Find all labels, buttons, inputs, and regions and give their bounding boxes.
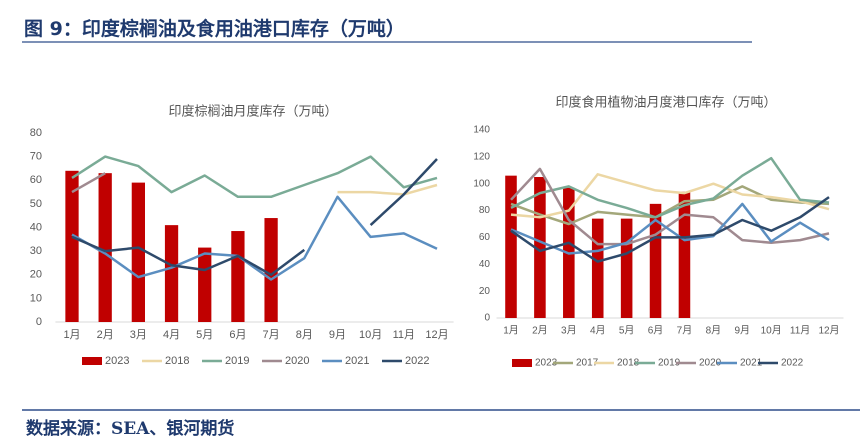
x-tick-label: 5月 [619,325,635,337]
legend-label: 2023 [535,358,558,369]
legend-label: 2018 [165,355,189,367]
x-tick-label: 6月 [229,329,246,341]
x-tick-label: 1月 [63,329,80,341]
x-tick-label: 5月 [196,329,213,341]
bar [505,175,517,318]
bar [131,182,145,322]
x-tick-label: 9月 [734,325,750,337]
source: 数据来源：SEA、银河期货 [26,419,235,439]
y-tick-label: 0 [484,313,490,324]
bar [678,191,691,318]
x-tick-label: 8月 [296,329,313,341]
y-tick-label: 60 [30,174,42,186]
line [510,156,830,219]
legend-label: 2017 [576,358,599,369]
legend-label: 2022 [781,358,804,369]
line [510,167,830,246]
chart-title: 印度食用植物油月度港口库存（万吨） [555,94,776,109]
y-tick-label: 0 [36,316,42,328]
line [510,202,830,255]
line [71,195,438,281]
header-title: 图 9：印度棕榈油及食用油港口库存（万吨） [24,18,405,40]
x-tick-label: 9月 [329,329,346,341]
y-tick-label: 70 [30,151,42,163]
bar [98,173,112,322]
legend-label: 2020 [285,355,309,367]
x-tick-label: 1月 [503,325,519,337]
line [71,172,106,194]
bar [231,231,245,322]
x-tick-label: 4月 [163,329,180,341]
x-tick-label: 3月 [130,329,147,341]
y-tick-label: 140 [473,125,490,136]
y-tick-label: 50 [30,198,42,210]
legend-label: 2019 [225,355,249,367]
x-tick-label: 4月 [590,325,606,337]
x-tick-label: 7月 [263,329,280,341]
y-tick-label: 80 [30,127,42,139]
x-tick-label: 10月 [761,325,782,337]
y-tick-label: 10 [30,292,42,304]
x-tick-label: 11月 [790,325,810,337]
y-tick-label: 40 [30,221,42,233]
chart-title: 印度棕榈油月度库存（万吨） [168,103,337,118]
legend-label: 2021 [345,355,369,367]
x-tick-label: 6月 [648,325,664,337]
y-tick-label: 40 [479,259,491,270]
y-tick-label: 100 [473,178,490,189]
x-tick-label: 11月 [393,329,415,341]
x-tick-label: 10月 [359,329,382,341]
bar [264,218,278,322]
bar [534,177,546,318]
x-tick-label: 7月 [677,325,693,337]
y-tick-label: 60 [479,232,491,243]
line [71,155,438,199]
bar [649,203,662,318]
bar [164,225,179,322]
line [510,196,830,263]
legend-label: 2021 [740,358,763,369]
x-tick-label: 2月 [532,325,548,337]
y-tick-label: 120 [473,151,490,162]
legend-label: 2020 [699,358,722,369]
bar [198,247,212,322]
x-tick-label: 3月 [561,325,577,337]
bar [620,218,633,318]
legend-label: 2023 [105,355,129,367]
y-tick-label: 20 [30,269,42,281]
bar [591,218,604,318]
y-tick-label: 20 [479,286,491,297]
legend-label: 2022 [405,355,429,367]
x-tick-label: 8月 [706,325,722,337]
line [337,183,438,196]
line [71,158,438,277]
line [510,185,830,226]
x-tick-label: 2月 [97,329,114,341]
legend-swatch [512,359,532,367]
legend-swatch [82,357,102,365]
x-tick-label: 12月 [425,329,448,341]
legend-label: 2019 [658,358,681,369]
x-tick-label: 12月 [818,325,839,337]
y-tick-label: 80 [479,205,491,216]
legend-label: 2018 [617,358,640,369]
bar [65,170,79,322]
y-tick-label: 30 [30,245,42,257]
